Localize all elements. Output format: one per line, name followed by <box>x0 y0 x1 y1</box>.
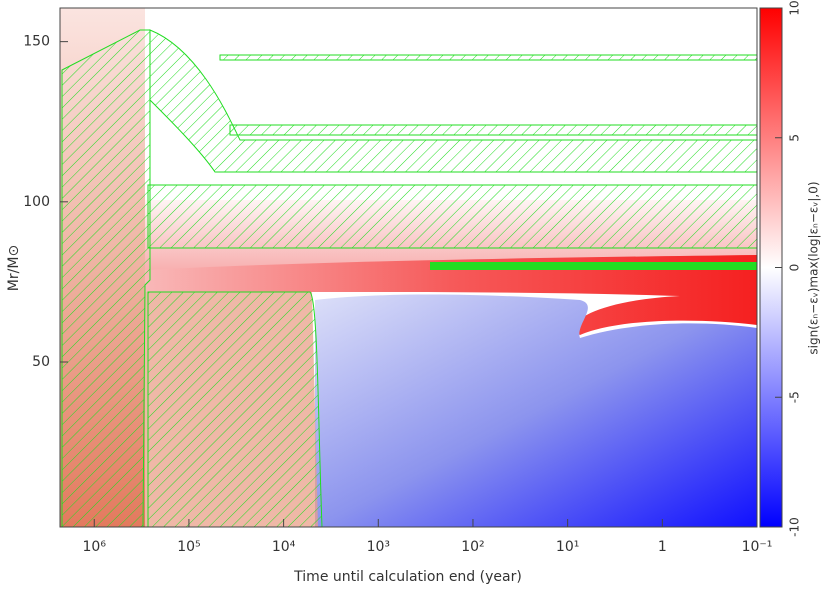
x-tick-label: 10² <box>461 539 484 555</box>
colorbar-tick-label: 0 <box>788 264 802 272</box>
y-tick-label: 50 <box>32 354 50 370</box>
y-axis-label: Mr/M⊙ <box>6 245 22 291</box>
x-tick-label: 10⁶ <box>83 539 107 555</box>
colorbar-tick-label: -5 <box>788 391 802 403</box>
x-axis-label: Time until calculation end (year) <box>293 569 522 585</box>
x-tick-label: 10⁻¹ <box>742 539 773 555</box>
x-tick-label: 10¹ <box>556 539 579 555</box>
x-tick-label: 10⁵ <box>177 539 200 555</box>
x-tick-label: 1 <box>658 539 667 555</box>
convective-zones <box>61 29 758 528</box>
x-tick-label: 10⁴ <box>272 539 296 555</box>
y-tick-label: 150 <box>23 34 50 50</box>
burning-shell <box>430 262 757 270</box>
x-tick-label: 10³ <box>367 539 390 555</box>
colorbar-tick-label: 10 <box>788 0 802 15</box>
y-tick-label: 100 <box>23 194 50 210</box>
colorbar-tick-label: 5 <box>788 134 802 142</box>
plot-frame <box>59 7 758 528</box>
colorbar-tick-label: -10 <box>788 517 802 537</box>
colorbar-label: sign(εₙ−εᵥ)max(log|εₙ−εᵥ|,0) <box>807 181 821 354</box>
